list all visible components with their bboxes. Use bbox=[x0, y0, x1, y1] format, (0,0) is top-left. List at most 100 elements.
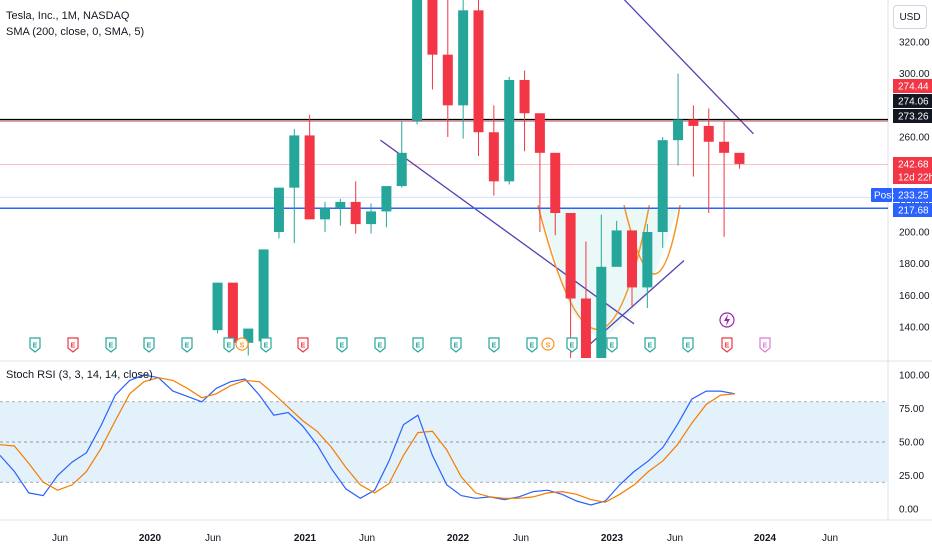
candle-2022-09 bbox=[534, 113, 545, 153]
candle-2021-12 bbox=[396, 152, 407, 187]
candle-2023-09 bbox=[719, 141, 730, 153]
earnings-marker: E bbox=[412, 337, 424, 353]
candle-2021-09 bbox=[350, 201, 361, 225]
candle-2023-02 bbox=[611, 230, 622, 267]
time-tick: 2021 bbox=[294, 533, 317, 544]
candle-2021-11 bbox=[381, 186, 392, 212]
candle-2021-10 bbox=[366, 211, 377, 225]
candle-2022-06 bbox=[488, 132, 499, 182]
time-tick: Jun bbox=[513, 533, 529, 544]
svg-text:E: E bbox=[109, 343, 114, 350]
stoch-tick: 50.00 bbox=[899, 438, 924, 449]
svg-text:E: E bbox=[648, 343, 653, 350]
candle-2023-05 bbox=[657, 140, 668, 232]
candle-2020-12 bbox=[212, 282, 223, 331]
price-label-bg bbox=[893, 94, 932, 108]
price-tick: 140.00 bbox=[899, 323, 930, 334]
price-label: 233.25 bbox=[898, 191, 929, 202]
split-marker: S bbox=[541, 337, 555, 351]
svg-text:E: E bbox=[264, 343, 269, 350]
earnings-marker: E bbox=[606, 337, 618, 353]
earnings-marker: E bbox=[181, 337, 193, 353]
price-label: 217.68 bbox=[898, 206, 929, 217]
earnings-marker: E bbox=[336, 337, 348, 353]
svg-text:E: E bbox=[301, 343, 306, 350]
candle-2023-06 bbox=[673, 119, 684, 141]
svg-text:E: E bbox=[454, 343, 459, 350]
stoch-line-K bbox=[0, 374, 736, 506]
price-label-bg bbox=[893, 109, 932, 123]
price-label: 242.68 bbox=[898, 160, 929, 171]
svg-text:S: S bbox=[240, 343, 245, 350]
stoch-tick: 75.00 bbox=[899, 404, 924, 415]
price-tick: 300.00 bbox=[899, 69, 930, 80]
earnings-marker: E bbox=[143, 337, 155, 353]
svg-text:E: E bbox=[71, 343, 76, 350]
stoch-tick: 25.00 bbox=[899, 471, 924, 482]
time-tick: 2022 bbox=[447, 533, 470, 544]
candle-2023-01 bbox=[596, 266, 607, 358]
time-tick: 2023 bbox=[601, 533, 624, 544]
price-label: 274.44 bbox=[898, 82, 929, 93]
svg-text:E: E bbox=[530, 343, 535, 350]
stoch-line-D bbox=[0, 377, 736, 503]
price-label-bg bbox=[893, 170, 932, 184]
earnings-marker: E bbox=[721, 337, 733, 353]
candle-2021-03 bbox=[258, 249, 269, 342]
svg-text:E: E bbox=[570, 343, 575, 350]
price-label-bg bbox=[893, 188, 932, 202]
earnings-marker: E bbox=[526, 337, 538, 353]
sma-legend: SMA (200, close, 0, SMA, 5) bbox=[6, 26, 145, 38]
candle-2022-02 bbox=[427, 0, 438, 55]
price-tick: 200.00 bbox=[899, 228, 930, 239]
price-label-bg bbox=[893, 157, 932, 171]
stoch-tick: 0.00 bbox=[899, 505, 919, 516]
lightning-bolt-icon bbox=[724, 314, 730, 326]
earnings-marker: E bbox=[297, 337, 309, 353]
time-tick: Jun bbox=[822, 533, 838, 544]
lower-trendline bbox=[380, 139, 635, 325]
candle-2022-01 bbox=[412, 0, 423, 122]
price-tick: 160.00 bbox=[899, 291, 930, 302]
earnings-marker: E bbox=[260, 337, 272, 353]
candle-2022-08 bbox=[519, 80, 530, 114]
price-pane bbox=[0, 0, 888, 358]
candle-2022-11 bbox=[565, 213, 576, 299]
svg-text:E: E bbox=[227, 343, 232, 350]
candle-2022-07 bbox=[504, 80, 515, 182]
split-marker: S bbox=[235, 337, 249, 351]
candle-2021-01 bbox=[227, 282, 238, 343]
candle-2021-06 bbox=[304, 135, 315, 220]
candle-2021-07 bbox=[320, 208, 330, 220]
stoch-tick: 100.00 bbox=[899, 371, 930, 382]
svg-text:E: E bbox=[378, 343, 383, 350]
svg-text:E: E bbox=[185, 343, 190, 350]
candle-2023-10 bbox=[734, 152, 745, 164]
earnings-marker: E bbox=[566, 337, 578, 353]
svg-text:E: E bbox=[340, 343, 345, 350]
candle-2022-03 bbox=[442, 54, 453, 106]
price-tick: 180.00 bbox=[899, 259, 930, 270]
earnings-marker: E bbox=[374, 337, 386, 353]
price-label-bg bbox=[893, 203, 932, 217]
stoch-rsi-legend: Stoch RSI (3, 3, 14, 14, close) bbox=[6, 369, 153, 381]
earnings-marker: E bbox=[67, 337, 79, 353]
time-tick: Jun bbox=[667, 533, 683, 544]
candle-2023-08 bbox=[703, 125, 714, 142]
currency-button[interactable]: USD bbox=[893, 5, 927, 29]
candle-2022-05 bbox=[473, 10, 484, 133]
svg-text:S: S bbox=[546, 343, 551, 350]
candle-2022-12 bbox=[580, 298, 591, 358]
svg-text:E: E bbox=[686, 343, 691, 350]
candle-2022-10 bbox=[550, 152, 561, 213]
svg-text:E: E bbox=[147, 343, 152, 350]
time-tick: Jun bbox=[359, 533, 375, 544]
svg-text:E: E bbox=[725, 343, 730, 350]
upper-trendline bbox=[623, 0, 754, 135]
time-tick: 2020 bbox=[139, 533, 162, 544]
candle-2022-04 bbox=[458, 10, 469, 106]
earnings-marker: E bbox=[644, 337, 656, 353]
candle-2023-03 bbox=[627, 230, 637, 288]
candle-2021-08 bbox=[335, 201, 346, 209]
